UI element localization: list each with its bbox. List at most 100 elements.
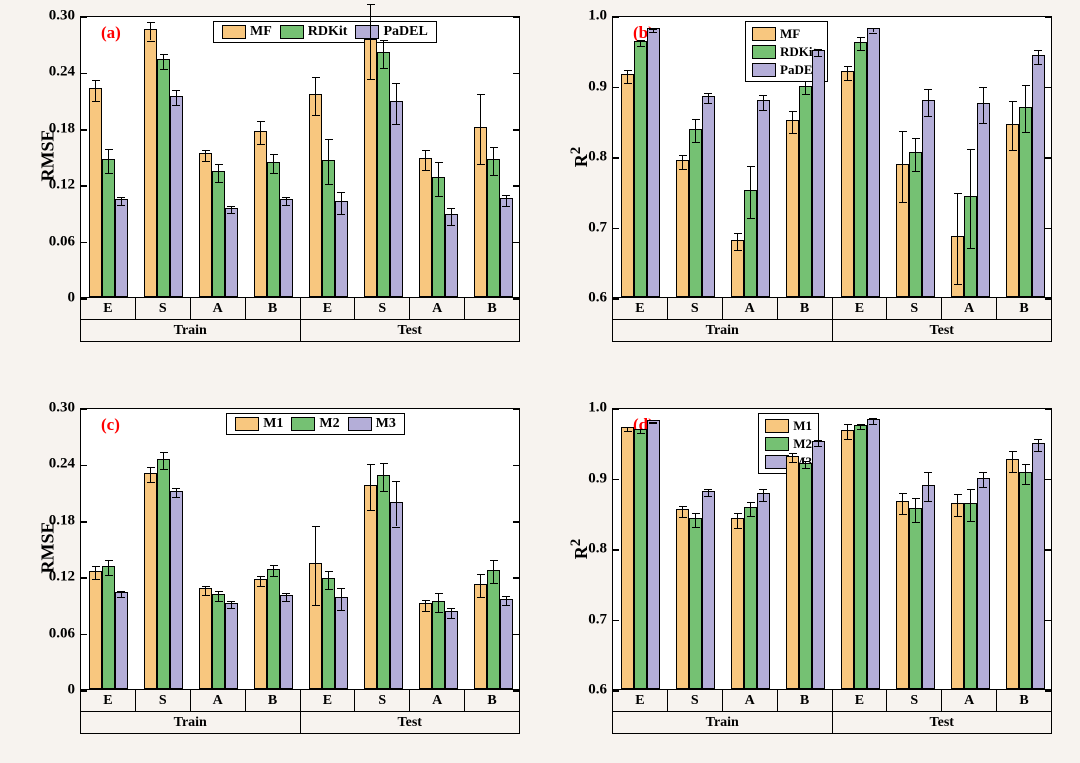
bar bbox=[621, 74, 634, 297]
error-bar bbox=[506, 195, 507, 206]
error-cap-top bbox=[282, 593, 290, 594]
bar bbox=[951, 503, 964, 689]
error-cap-top bbox=[337, 192, 345, 193]
ytick-mark bbox=[81, 408, 87, 410]
legend-item: M3 bbox=[348, 416, 396, 432]
x-segment-label: Train bbox=[613, 320, 833, 341]
x-axis-groups: ESABESAB bbox=[612, 298, 1052, 320]
bar bbox=[144, 473, 157, 689]
error-bar bbox=[315, 77, 316, 115]
error-cap-bot bbox=[312, 605, 320, 606]
bar bbox=[841, 71, 854, 297]
error-bar bbox=[902, 493, 903, 514]
error-bar bbox=[273, 154, 274, 173]
bar bbox=[377, 52, 390, 297]
error-bar bbox=[163, 452, 164, 469]
error-cap-top bbox=[117, 591, 125, 592]
x-group-label: E bbox=[301, 690, 356, 711]
error-bar bbox=[1025, 464, 1026, 484]
ytick-label: 0.30 bbox=[49, 400, 75, 417]
bar bbox=[757, 100, 770, 297]
bar bbox=[731, 518, 744, 689]
error-cap-bot bbox=[447, 225, 455, 226]
error-cap-bot bbox=[215, 182, 223, 183]
legend-swatch bbox=[355, 25, 379, 39]
ytick-mark bbox=[81, 577, 87, 579]
error-cap-top bbox=[1022, 85, 1030, 86]
error-cap-top bbox=[257, 576, 265, 577]
error-bar bbox=[341, 588, 342, 611]
error-cap-bot bbox=[1034, 451, 1042, 452]
x-group-label: E bbox=[833, 690, 888, 711]
error-cap-top bbox=[380, 463, 388, 464]
x-group-label: B bbox=[465, 690, 519, 711]
error-bar bbox=[438, 162, 439, 196]
x-group-label: S bbox=[887, 298, 942, 319]
error-cap-top bbox=[105, 560, 113, 561]
legend-item: RDKit bbox=[752, 43, 821, 60]
legend-item: PaDEL bbox=[355, 24, 427, 40]
legend-swatch bbox=[222, 25, 246, 39]
bar bbox=[634, 429, 647, 689]
error-bar bbox=[928, 472, 929, 502]
error-cap-top bbox=[857, 37, 865, 38]
bar bbox=[799, 86, 812, 298]
error-cap-bot bbox=[814, 56, 822, 57]
error-bar bbox=[121, 197, 122, 205]
x-axis-groups: ESABESAB bbox=[612, 690, 1052, 712]
error-cap-bot bbox=[172, 105, 180, 106]
x-group-label: E bbox=[833, 298, 888, 319]
ytick-mark bbox=[613, 549, 619, 551]
error-bar bbox=[341, 192, 342, 215]
error-cap-bot bbox=[844, 439, 852, 440]
ytick-label: 0.9 bbox=[588, 470, 607, 487]
error-cap-bot bbox=[490, 175, 498, 176]
ytick-mark bbox=[81, 73, 87, 75]
ytick-mark bbox=[613, 157, 619, 159]
bar bbox=[757, 493, 770, 689]
legend-text: M1 bbox=[793, 418, 812, 433]
bar bbox=[157, 59, 170, 297]
bar bbox=[896, 501, 909, 689]
bar bbox=[1032, 55, 1045, 297]
error-cap-bot bbox=[679, 517, 687, 518]
error-cap-bot bbox=[759, 110, 767, 111]
error-cap-bot bbox=[1009, 150, 1017, 151]
error-cap-top bbox=[380, 40, 388, 41]
error-bar bbox=[750, 166, 751, 218]
error-bar bbox=[480, 94, 481, 164]
bar bbox=[322, 578, 335, 689]
error-cap-bot bbox=[227, 608, 235, 609]
x-group-label: A bbox=[942, 690, 997, 711]
bar bbox=[676, 160, 689, 297]
bar bbox=[1006, 459, 1019, 689]
ytick-mark bbox=[513, 73, 519, 75]
error-bar bbox=[792, 111, 793, 134]
error-bar bbox=[708, 489, 709, 496]
panel-d: R20.60.70.80.91.0(d)M1M2M3ESABESABTrainT… bbox=[612, 408, 1052, 734]
error-bar bbox=[627, 70, 628, 83]
x-group-label: A bbox=[723, 298, 778, 319]
error-cap-bot bbox=[160, 69, 168, 70]
error-cap-bot bbox=[202, 161, 210, 162]
x-group-label: A bbox=[410, 298, 465, 319]
error-cap-bot bbox=[789, 133, 797, 134]
x-axis-segments: TrainTest bbox=[612, 712, 1052, 734]
x-group-label: E bbox=[301, 298, 356, 319]
error-bar bbox=[328, 139, 329, 184]
error-cap-bot bbox=[899, 514, 907, 515]
error-bar bbox=[805, 81, 806, 94]
error-bar bbox=[805, 461, 806, 468]
error-cap-bot bbox=[649, 423, 657, 424]
ytick-mark bbox=[1045, 549, 1051, 551]
error-cap-bot bbox=[435, 612, 443, 613]
error-cap-top bbox=[734, 513, 742, 514]
x-group-label: B bbox=[465, 298, 519, 319]
error-bar bbox=[231, 206, 232, 214]
bar bbox=[115, 592, 128, 689]
ytick-mark bbox=[513, 185, 519, 187]
error-bar bbox=[205, 150, 206, 161]
error-cap-top bbox=[392, 481, 400, 482]
ytick-mark bbox=[513, 408, 519, 410]
error-cap-bot bbox=[967, 521, 975, 522]
